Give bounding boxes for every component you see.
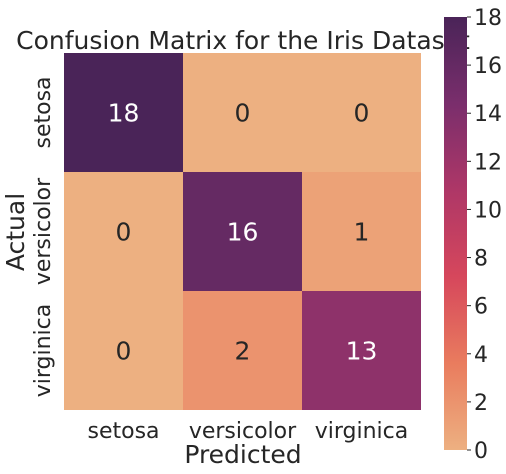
heatmap-cell [302,53,421,172]
colorbar-tick-label: 8 [474,247,488,272]
cell-value-label: 16 [227,218,259,247]
x-axis-label: Predicted [184,440,301,469]
colorbar-tick-label: 6 [474,295,488,320]
colorbar [444,17,467,450]
colorbar-tick-label: 2 [474,391,488,416]
colorbar-tick-label: 10 [474,198,502,223]
colorbar-ticks: 0 2 4 6 8 10 12 14 16 18 [467,6,502,464]
y-tick-labels: setosa versicolor virginica [31,76,56,397]
cell-value-label: 0 [116,218,132,247]
x-tick-labels: setosa versicolor virginica [87,419,408,444]
colorbar-tick-label: 14 [474,102,502,127]
cell-value-label: 0 [354,99,370,128]
y-tick-label: setosa [31,76,56,148]
y-axis-label: Actual [1,193,30,271]
cell-value-label: 2 [235,337,251,366]
colorbar-tick-label: 4 [474,343,488,368]
x-tick-label: versicolor [189,419,297,444]
cell-value-label: 18 [108,99,140,128]
heatmap-cell [64,172,183,291]
heatmap-cell [64,291,183,410]
heatmap-cell [302,291,421,410]
colorbar-tick-label: 12 [474,150,502,175]
heatmap-cell [64,53,183,172]
colorbar-tick-label: 0 [474,439,488,464]
heatmap-cells [64,53,421,410]
colorbar-tick-label: 16 [474,54,502,79]
cell-value-label: 13 [346,337,378,366]
y-tick-label: versicolor [31,177,56,285]
cell-value-label: 1 [354,218,370,247]
heatmap-cell [183,291,302,410]
heatmap-cell [302,172,421,291]
cell-value-label: 0 [235,99,251,128]
x-tick-label: virginica [315,419,409,444]
heatmap-cell-labels: 18 0 0 0 16 1 0 2 13 [108,99,378,366]
heatmap-cell [183,172,302,291]
heatmap-cell [183,53,302,172]
cell-value-label: 0 [116,337,132,366]
colorbar-tick-label: 18 [474,6,502,31]
chart-title: Confusion Matrix for the Iris Dataset [16,26,470,55]
x-tick-label: setosa [87,419,159,444]
y-tick-label: virginica [31,304,56,398]
